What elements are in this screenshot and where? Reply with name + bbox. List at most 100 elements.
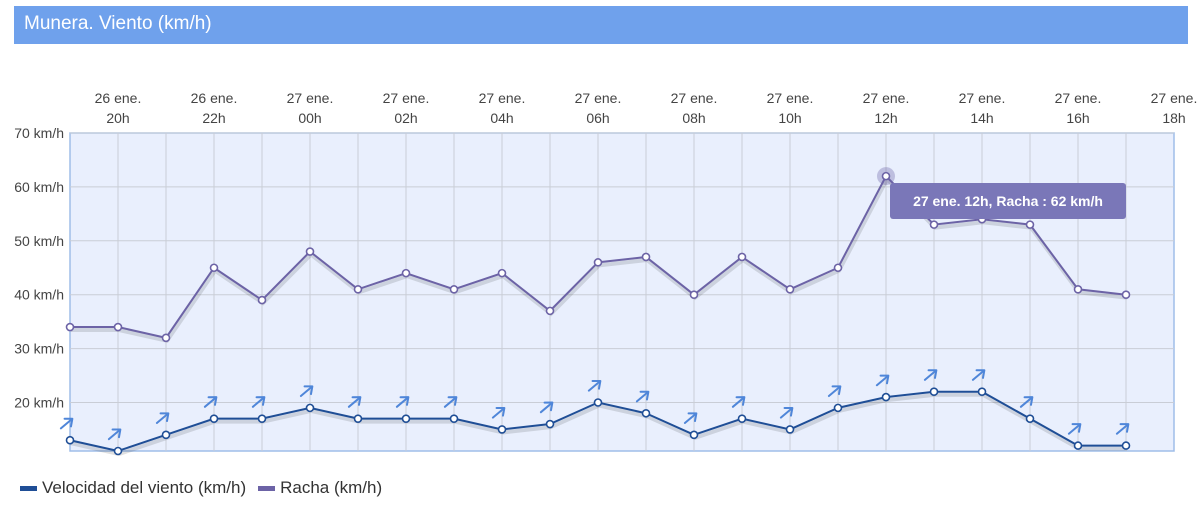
legend-swatch-racha: [258, 485, 276, 491]
y-tick-label: 70 km/h: [14, 125, 64, 141]
wind-direction-arrow: [1115, 423, 1130, 435]
x-tick-label: 06h: [586, 110, 609, 126]
data-point-racha: [929, 220, 939, 229]
wind-direction-arrow: [443, 396, 458, 408]
wind-direction-arrow: [875, 374, 890, 387]
data-point-velocidad: [113, 446, 123, 456]
wind-direction-arrow: [347, 396, 362, 408]
data-point-velocidad: [305, 403, 315, 413]
x-tick-label: 27 ene.: [1151, 90, 1198, 106]
data-point-racha: [881, 171, 891, 181]
data-point-velocidad: [833, 403, 843, 413]
wind-direction-arrow: [635, 390, 650, 403]
data-point-racha: [161, 333, 171, 343]
data-point-racha: [641, 252, 651, 262]
data-point-racha: [305, 247, 315, 256]
wind-direction-arrow: [59, 417, 74, 430]
data-point-racha: [833, 263, 843, 273]
data-point-racha: [65, 322, 75, 332]
x-tick-label: 27 ene.: [383, 90, 430, 106]
data-point-racha: [497, 268, 507, 278]
data-point-racha: [257, 295, 267, 305]
data-point-velocidad: [65, 435, 75, 445]
x-tick-label: 27 ene.: [863, 90, 910, 106]
x-tick-label: 12h: [874, 110, 897, 126]
y-tick-label: 50 km/h: [14, 233, 64, 249]
data-point-velocidad: [401, 414, 411, 423]
x-tick-label: 20h: [106, 110, 129, 126]
x-tick-label: 10h: [778, 110, 801, 126]
data-point-racha: [593, 258, 603, 267]
wind-direction-arrow: [1019, 396, 1034, 408]
wind-direction-arrow: [971, 369, 986, 381]
data-point-velocidad: [161, 430, 171, 440]
wind-direction-arrow: [251, 396, 266, 408]
data-point-velocidad: [785, 425, 795, 434]
data-point-velocidad: [257, 414, 267, 423]
x-tick-label: 04h: [490, 110, 513, 126]
wind-direction-arrow: [299, 385, 314, 398]
x-tick-label: 00h: [298, 110, 321, 126]
data-point-racha: [449, 285, 459, 294]
x-tick-label: 27 ene.: [479, 90, 526, 106]
x-tick-label: 22h: [202, 110, 225, 126]
wind-direction-arrow: [539, 401, 554, 414]
legend-label-racha: Racha (km/h): [280, 478, 383, 497]
wind-direction-arrow: [683, 412, 698, 424]
wind-direction-arrow: [827, 385, 842, 398]
data-point-velocidad: [497, 425, 507, 434]
wind-direction-arrow: [587, 379, 602, 392]
data-point-racha: [353, 285, 363, 294]
x-tick-label: 27 ene.: [575, 90, 622, 106]
chart-title: Munera. Viento (km/h): [24, 13, 212, 34]
wind-direction-arrow: [779, 406, 794, 419]
wind-direction-arrow: [1067, 423, 1082, 435]
x-tick-label: 26 ene.: [95, 90, 142, 106]
data-point-velocidad: [209, 414, 219, 423]
x-tick-label: 27 ene.: [767, 90, 814, 106]
chart-header: Munera. Viento (km/h): [14, 6, 1188, 44]
data-point-racha: [401, 268, 411, 278]
data-point-velocidad: [593, 398, 603, 407]
data-point-velocidad: [641, 408, 651, 418]
y-tick-label: 60 km/h: [14, 179, 64, 195]
data-point-racha: [545, 306, 555, 316]
data-point-velocidad: [929, 387, 939, 397]
data-point-racha: [1073, 285, 1083, 294]
legend-item-racha[interactable]: Racha (km/h): [258, 478, 382, 498]
wind-direction-arrow: [395, 396, 410, 408]
data-point-racha: [1121, 290, 1131, 299]
x-tick-label: 27 ene.: [671, 90, 718, 106]
x-tick-label: 27 ene.: [287, 90, 334, 106]
legend-item-velocidad[interactable]: Velocidad del viento (km/h): [20, 478, 246, 498]
data-point-velocidad: [545, 419, 555, 429]
data-point-racha: [785, 285, 795, 294]
x-tick-label: 08h: [682, 110, 705, 126]
x-tick-label: 26 ene.: [191, 90, 238, 106]
plot-area: [69, 132, 1175, 452]
y-tick-label: 30 km/h: [14, 341, 64, 357]
x-tick-label: 02h: [394, 110, 417, 126]
wind-direction-arrow: [107, 428, 122, 441]
wind-direction-arrow: [923, 369, 938, 381]
x-tick-label: 18h: [1162, 110, 1185, 126]
data-point-velocidad: [689, 430, 699, 440]
data-point-racha: [113, 322, 123, 332]
data-point-velocidad: [1121, 441, 1131, 450]
x-tick-label: 16h: [1066, 110, 1089, 126]
data-tooltip: 27 ene. 12h, Racha : 62 km/h: [890, 183, 1126, 219]
x-tick-label: 14h: [970, 110, 993, 126]
data-point-velocidad: [977, 387, 987, 397]
legend-label-velocidad: Velocidad del viento (km/h): [42, 478, 247, 497]
data-point-velocidad: [881, 392, 891, 402]
x-tick-label: 27 ene.: [1055, 90, 1102, 106]
data-point-racha: [689, 290, 699, 299]
y-tick-label: 20 km/h: [14, 394, 64, 410]
wind-direction-arrow: [731, 396, 746, 408]
data-point-racha: [737, 252, 747, 262]
data-point-velocidad: [737, 414, 747, 423]
y-tick-label: 40 km/h: [14, 287, 64, 303]
data-point-velocidad: [1073, 441, 1083, 450]
wind-direction-arrow: [203, 396, 218, 408]
